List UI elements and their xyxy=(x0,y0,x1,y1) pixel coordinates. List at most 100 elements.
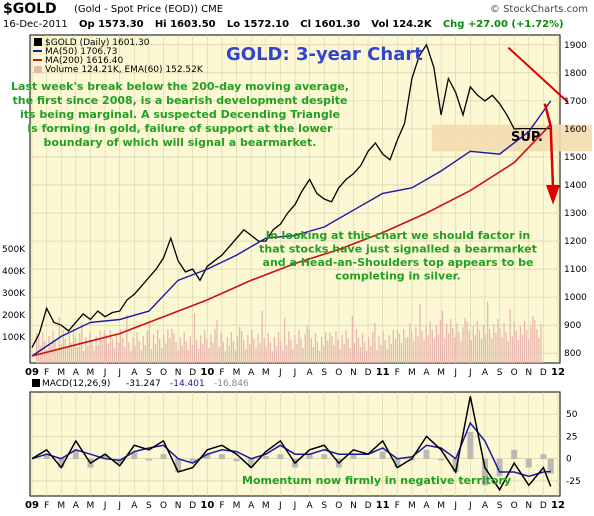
price-tick-label: 900 xyxy=(564,321,581,331)
macd-histogram-bar xyxy=(277,454,284,459)
volume-bar xyxy=(396,330,399,363)
time-tick-label: 09 xyxy=(25,367,39,378)
legend-swatch-price xyxy=(34,38,42,46)
volume-bar xyxy=(509,309,511,363)
chart-title: GOLD: 3-year Chart xyxy=(226,44,423,65)
volume-bar xyxy=(390,344,392,363)
volume-bar xyxy=(156,330,159,363)
time-tick-label: M xyxy=(437,368,445,378)
macd-histogram-bar xyxy=(43,454,50,459)
volume-bar xyxy=(271,351,274,363)
time-tick-label: J xyxy=(468,501,472,511)
volume-bar xyxy=(513,322,515,363)
volume-tick-label: 300K xyxy=(2,289,26,299)
volume-bar xyxy=(298,330,300,363)
time-tick-label: F xyxy=(219,501,224,511)
macd-histogram-bar xyxy=(452,458,459,472)
volume-bar xyxy=(128,342,130,363)
volume-bar xyxy=(152,335,155,363)
macd-histogram-bar xyxy=(233,458,240,462)
volume-bar xyxy=(212,343,214,363)
top-annotation-line: the first since 2008, is a bearish devel… xyxy=(13,94,348,107)
top-annotation-line: is forming in gold, failure of support a… xyxy=(27,122,333,135)
ma50-line xyxy=(31,100,552,357)
quote-open: Op 1573.30 xyxy=(78,19,144,30)
volume-bar xyxy=(187,350,189,363)
macd-annotation: Momentum now firmly in negative territor… xyxy=(242,474,511,487)
volume-bar xyxy=(103,331,105,363)
macd-histogram-bar xyxy=(218,454,225,459)
price-tick-label: 1100 xyxy=(564,265,587,275)
volume-bar xyxy=(220,333,222,363)
time-tick-label: M xyxy=(437,501,445,511)
volume-bar xyxy=(528,339,530,363)
projection-arrowhead xyxy=(546,184,560,205)
time-tick-label: J xyxy=(453,501,457,511)
time-tick-label: 12 xyxy=(551,367,565,378)
quote-low: Lo 1572.10 xyxy=(226,19,290,30)
macd-histogram-bar xyxy=(525,458,532,468)
volume-bar xyxy=(466,322,468,363)
time-tick-label: A xyxy=(248,501,255,511)
volume-bar xyxy=(202,344,204,363)
volume-bar xyxy=(405,338,407,363)
volume-bar xyxy=(507,341,509,363)
volume-bar xyxy=(482,325,485,363)
volume-bar xyxy=(398,334,401,363)
volume-bar xyxy=(437,334,440,363)
volume-bar xyxy=(263,338,265,363)
volume-bar xyxy=(132,337,134,363)
macd-tick-label: 0 xyxy=(566,455,572,465)
volume-bar xyxy=(191,345,194,363)
volume-bar xyxy=(232,341,235,363)
time-tick-label: M xyxy=(87,501,95,511)
time-tick-label: S xyxy=(146,501,152,511)
volume-bar xyxy=(245,349,247,363)
volume-bar xyxy=(222,342,224,363)
time-tick-label: J xyxy=(103,501,107,511)
volume-bar xyxy=(511,336,513,363)
time-tick-label: D xyxy=(365,501,372,511)
time-tick-label: M xyxy=(233,501,241,511)
time-tick-label: J xyxy=(293,501,297,511)
macd-histogram-bar xyxy=(102,454,109,459)
time-tick-label: F xyxy=(395,501,400,511)
stockcharts-brand: © StockCharts.com xyxy=(489,4,588,15)
volume-bar xyxy=(497,319,499,363)
time-tick-label: A xyxy=(307,368,314,378)
volume-bar xyxy=(472,326,474,363)
volume-bar xyxy=(247,335,249,363)
time-tick-label: J xyxy=(117,368,121,378)
volume-bar xyxy=(251,330,253,363)
macd-histogram-bar xyxy=(481,458,488,486)
volume-bar xyxy=(46,350,48,363)
volume-bar xyxy=(216,320,218,363)
volume-bar xyxy=(241,331,243,363)
volume-bar xyxy=(425,326,427,363)
price-tick-label: 1600 xyxy=(564,125,587,135)
volume-bars xyxy=(36,302,542,363)
quote-close: Cl 1601.30 xyxy=(300,19,361,30)
volume-bar xyxy=(169,338,171,363)
volume-bar xyxy=(335,331,337,363)
volume-bar xyxy=(333,345,335,363)
time-tick-label: S xyxy=(146,368,152,378)
volume-bar xyxy=(58,317,60,363)
time-axis-top: 09 F M A M J J A S O N D 10 F M A M J J A S O N D 11 F M A M J J A S O N D 1… xyxy=(25,367,565,378)
volume-bar xyxy=(523,321,526,363)
volume-bar xyxy=(226,337,228,363)
volume-bar xyxy=(197,349,200,363)
volume-bar xyxy=(261,311,263,363)
volume-bar xyxy=(394,339,397,363)
volume-bar xyxy=(91,341,93,363)
time-tick-label: O xyxy=(511,501,518,511)
volume-bar xyxy=(323,346,325,363)
time-tick-label: F xyxy=(219,368,224,378)
volume-bar xyxy=(83,351,85,363)
volume-bar xyxy=(79,333,81,363)
volume-bar xyxy=(411,332,413,363)
volume-bar xyxy=(517,340,520,363)
macd-histogram-bar xyxy=(145,458,152,461)
time-tick-label: N xyxy=(525,368,532,378)
volume-bar xyxy=(38,337,40,363)
